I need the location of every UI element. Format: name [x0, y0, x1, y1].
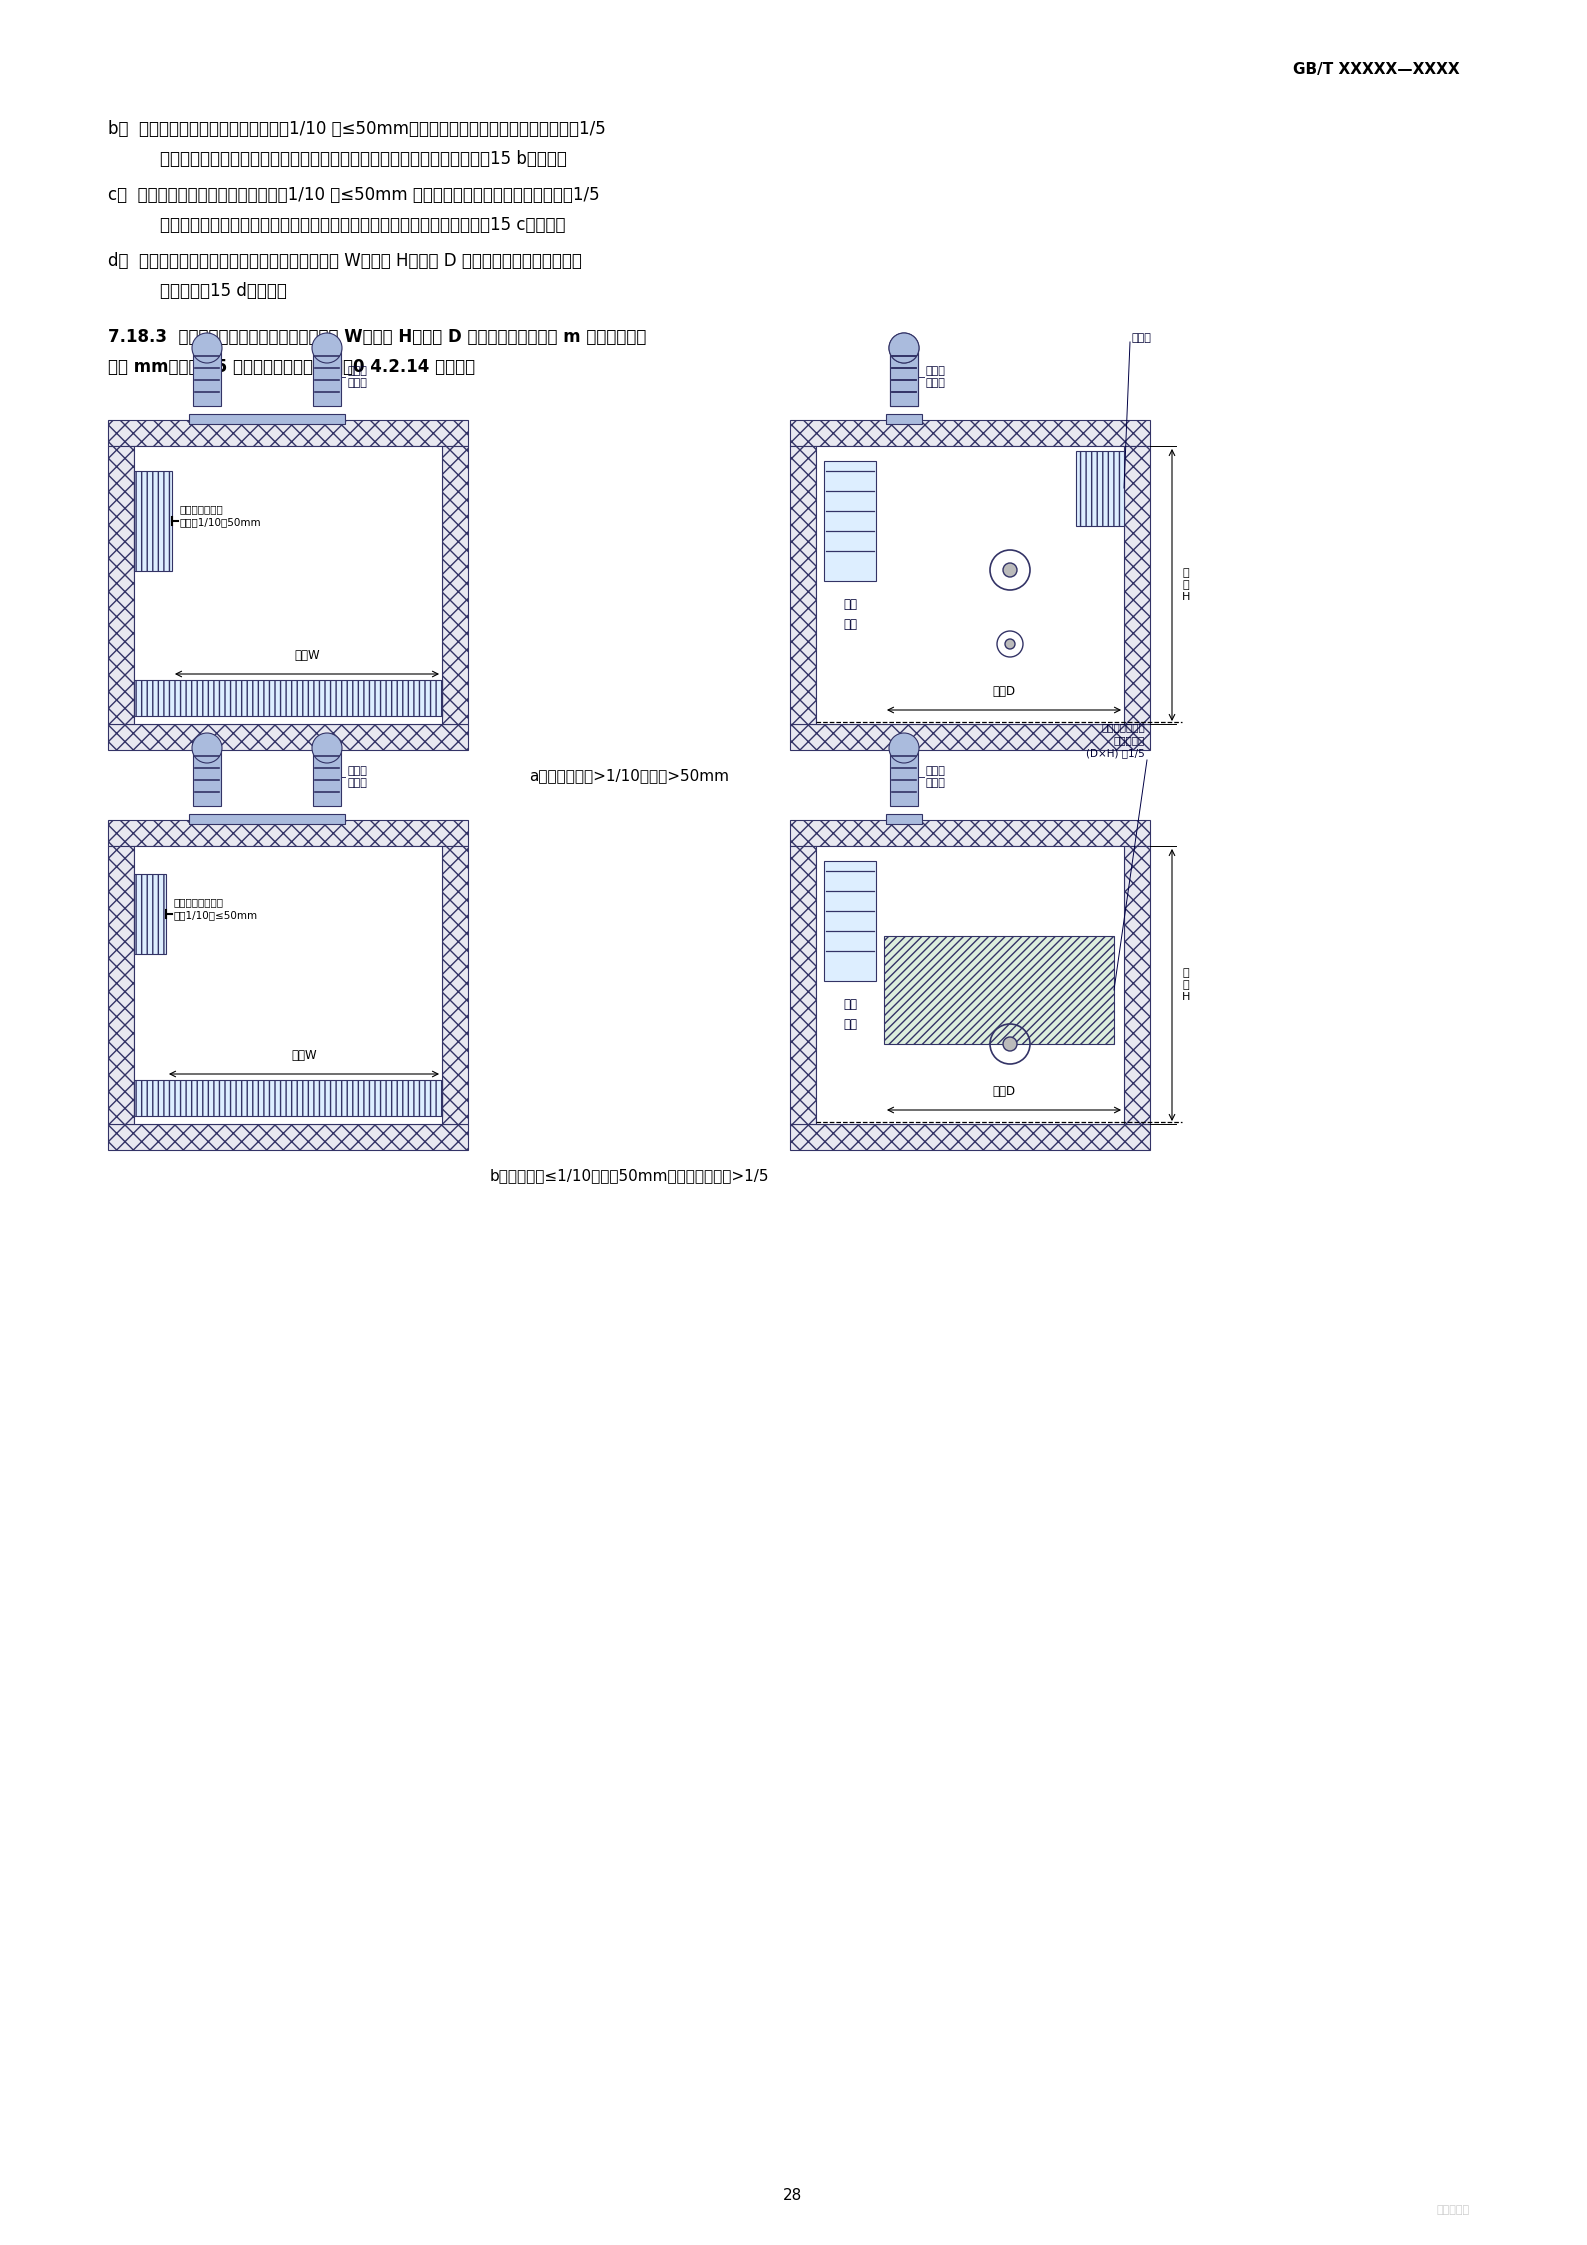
- Text: 控制点
传感器: 控制点 传感器: [348, 766, 367, 788]
- Bar: [443, 846, 468, 1125]
- Bar: [133, 1080, 443, 1116]
- Bar: [189, 413, 344, 424]
- Circle shape: [1005, 640, 1016, 649]
- Bar: [790, 420, 1151, 447]
- Text: 通道: 通道: [843, 620, 857, 631]
- Bar: [790, 447, 816, 723]
- Bar: [108, 447, 133, 723]
- Bar: [816, 447, 1124, 723]
- Text: b）凸起高度≤1/10边长且50mm，凸起累计面积>1/5: b）凸起高度≤1/10边长且50mm，凸起累计面积>1/5: [489, 1167, 768, 1183]
- Text: GB/T XXXXX—XXXX: GB/T XXXXX—XXXX: [1293, 63, 1460, 76]
- Bar: [133, 873, 167, 954]
- Text: 深度D: 深度D: [992, 1084, 1016, 1098]
- Bar: [890, 348, 917, 406]
- Bar: [816, 846, 1124, 1125]
- Circle shape: [1003, 563, 1017, 577]
- Text: 测量。见图15 d）所示；: 测量。见图15 d）所示；: [160, 283, 287, 301]
- Bar: [1076, 451, 1124, 525]
- Bar: [884, 936, 1114, 1044]
- Bar: [886, 413, 922, 424]
- Text: 确到 mm。见图 15 所示。尺小测量结果应符呁0 4.2.14 的要求。: 确到 mm。见图 15 所示。尺小测量结果应符呁0 4.2.14 的要求。: [108, 357, 475, 375]
- Text: 控制点
传感器: 控制点 传感器: [925, 366, 946, 388]
- Bar: [824, 460, 876, 581]
- Text: 通道: 通道: [843, 1019, 857, 1030]
- Text: b）  内笱壁凸起物的凸出尺小于边长的1/10 且≤50mm时，但凸起物的累计面积大于该面积的1/5: b） 内笱壁凸起物的凸出尺小于边长的1/10 且≤50mm时，但凸起物的累计面积…: [108, 119, 606, 137]
- Bar: [194, 348, 221, 406]
- Bar: [890, 748, 917, 806]
- Circle shape: [889, 734, 919, 763]
- Bar: [133, 471, 171, 570]
- Text: 控制点
传感器: 控制点 传感器: [348, 366, 367, 388]
- Bar: [790, 1125, 1151, 1149]
- Circle shape: [889, 332, 919, 364]
- Text: 凸起物高度大于
边长的1/10扖50mm: 凸起物高度大于 边长的1/10扖50mm: [179, 505, 262, 528]
- Bar: [313, 348, 341, 406]
- Circle shape: [192, 734, 222, 763]
- Bar: [189, 815, 344, 824]
- Bar: [1124, 846, 1151, 1125]
- Text: c）  内笱壁凸起物的凸出尺小于边长的1/10 且≤50mm 时，凸起物的累计面积小于该面积的1/5: c） 内笱壁凸起物的凸出尺小于边长的1/10 且≤50mm 时，凸起物的累计面积…: [108, 186, 600, 204]
- Text: 7.18.3  按上述要求，用钉卷尺测量内笱宽度 W、高度 H、深度 D 尺小。记录的数据以 m 为单位，但精: 7.18.3 按上述要求，用钉卷尺测量内笱宽度 W、高度 H、深度 D 尺小。记…: [108, 328, 646, 346]
- Bar: [108, 819, 468, 846]
- Text: 时，测量的尺小不包含凸起物，即内笱尺小需减去凸起物凸出的尺小。见图15 b）所示；: 时，测量的尺小不包含凸起物，即内笱尺小需减去凸起物凸出的尺小。见图15 b）所示…: [160, 150, 567, 168]
- Bar: [790, 723, 1151, 750]
- Bar: [108, 723, 468, 750]
- Text: 凸起物: 凸起物: [1132, 332, 1152, 343]
- Text: d）  当技术文件中用图形加注尺小来表示内笱宽度 W、高度 H、深度 D 尺小的，依据图形标注位置: d） 当技术文件中用图形加注尺小来表示内笱宽度 W、高度 H、深度 D 尺小的，…: [108, 251, 582, 269]
- Bar: [824, 862, 876, 981]
- Bar: [108, 846, 133, 1125]
- Text: 28: 28: [784, 2187, 803, 2202]
- Text: 宽度W: 宽度W: [294, 649, 321, 662]
- Bar: [443, 447, 468, 723]
- Bar: [790, 846, 816, 1125]
- Circle shape: [313, 332, 343, 364]
- Text: a）凸起物高度>1/10边长或>50mm: a）凸起物高度>1/10边长或>50mm: [528, 768, 728, 784]
- Text: 时，测量的尺小包含凸起物，即内笱尺小无需减去凸起物凸出的尺小。见图15 c）所示；: 时，测量的尺小包含凸起物，即内笱尺小无需减去凸起物凸出的尺小。见图15 c）所示…: [160, 216, 565, 233]
- Bar: [890, 348, 917, 406]
- Bar: [133, 846, 443, 1125]
- Circle shape: [1003, 1037, 1017, 1051]
- Text: 宽度W: 宽度W: [290, 1048, 317, 1062]
- Text: 深度D: 深度D: [992, 685, 1016, 698]
- Circle shape: [313, 734, 343, 763]
- Text: 高
度
H: 高 度 H: [1182, 568, 1190, 602]
- Text: 调节: 调节: [843, 999, 857, 1012]
- Circle shape: [192, 332, 222, 364]
- Text: 控制点
传感器: 控制点 传感器: [925, 766, 946, 788]
- Bar: [194, 748, 221, 806]
- Text: 调节: 调节: [843, 599, 857, 611]
- Circle shape: [889, 332, 919, 364]
- Text: 仪器信息网: 仪器信息网: [1436, 2205, 1470, 2216]
- Bar: [886, 815, 922, 824]
- Text: 凸起物累计面积
大于该面积
(D×H) 的1/5: 凸起物累计面积 大于该面积 (D×H) 的1/5: [1086, 723, 1144, 759]
- Bar: [313, 748, 341, 806]
- Text: 高
度
H: 高 度 H: [1182, 968, 1190, 1001]
- Bar: [133, 447, 443, 723]
- Bar: [1124, 447, 1151, 723]
- Bar: [108, 1125, 468, 1149]
- Bar: [133, 680, 443, 716]
- Bar: [790, 819, 1151, 846]
- Text: 凸起物高度小于边
长的1/10且≤50mm: 凸起物高度小于边 长的1/10且≤50mm: [175, 898, 259, 920]
- Bar: [108, 420, 468, 447]
